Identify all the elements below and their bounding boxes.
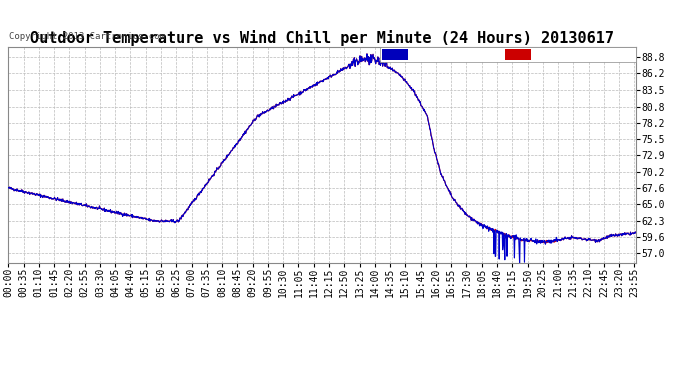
Title: Outdoor Temperature vs Wind Chill per Minute (24 Hours) 20130617: Outdoor Temperature vs Wind Chill per Mi…: [30, 30, 614, 46]
Text: Copyright 2013 Cartronics.com: Copyright 2013 Cartronics.com: [9, 32, 165, 41]
Legend: Wind Chill (°F), Temperature (°F): Wind Chill (°F), Temperature (°F): [380, 47, 636, 62]
